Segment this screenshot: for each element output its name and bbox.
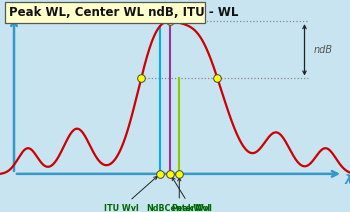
Text: Peak WL, Center WL ndB, ITU - WL: Peak WL, Center WL ndB, ITU - WL <box>9 6 238 19</box>
FancyBboxPatch shape <box>5 2 205 23</box>
Text: NdBCenterWvl: NdBCenterWvl <box>146 178 212 212</box>
Text: ndB: ndB <box>313 45 332 55</box>
Text: ITU Wvl: ITU Wvl <box>104 176 157 212</box>
Text: PeakWvl: PeakWvl <box>172 177 211 212</box>
Text: λ: λ <box>345 174 350 187</box>
